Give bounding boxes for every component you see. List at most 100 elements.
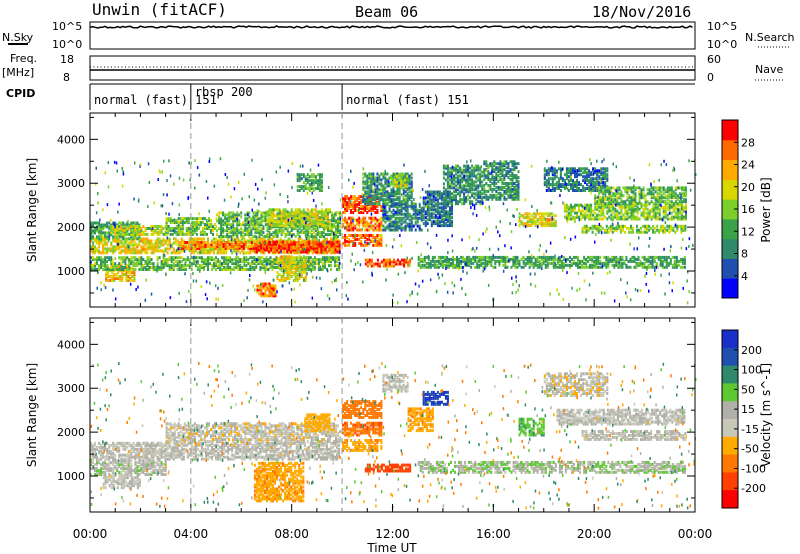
heatmap-cell [372, 176, 375, 180]
heatmap-cell [420, 206, 423, 210]
heatmap-cell [296, 277, 299, 280]
heatmap-cell [372, 262, 375, 266]
heatmap-cell [290, 227, 293, 231]
heatmap-cell [392, 198, 395, 202]
heatmap-cell [360, 211, 363, 214]
heatmap-cell [426, 196, 429, 200]
heatmap-cell [497, 197, 500, 201]
heatmap-cell [408, 212, 411, 216]
heatmap-cell [220, 221, 223, 225]
heatmap-cell [110, 249, 113, 253]
heatmap-cell [358, 234, 361, 237]
heatmap-cell [567, 175, 570, 179]
heatmap-cell [483, 160, 486, 164]
heatmap-cell [216, 245, 219, 248]
heatmap-cell [213, 258, 216, 262]
heatmap-cell [337, 229, 340, 233]
heatmap-cell [386, 190, 389, 194]
heatmap-cell [505, 170, 508, 174]
heatmap-cell [130, 239, 133, 243]
heatmap-cell [188, 249, 191, 253]
heatmap-cell [520, 220, 523, 224]
heatmap-cell [326, 250, 329, 254]
heatmap-cell [98, 241, 101, 245]
heatmap-cell [276, 224, 279, 228]
heatmap-cell [239, 268, 242, 271]
heatmap-cell [386, 182, 389, 186]
heatmap-cell [449, 192, 452, 196]
heatmap-cell [323, 258, 326, 262]
heatmap-cell [302, 271, 305, 275]
heatmap-cell [362, 172, 365, 176]
heatmap-cell [384, 178, 387, 182]
heatmap-cell [547, 177, 550, 181]
heatmap-cell [306, 246, 309, 250]
heatmap-cell [290, 244, 293, 248]
heatmap-cell [300, 187, 303, 190]
heatmap-cell [304, 214, 307, 218]
heatmap-cell [290, 229, 293, 233]
heatmap-cell [364, 180, 367, 184]
heatmap-cell [308, 248, 311, 252]
heatmap-cell [247, 251, 250, 255]
heatmap-cell [436, 216, 439, 220]
heatmap-cell [282, 255, 285, 259]
heatmap-cell [130, 249, 133, 253]
heatmap-cell [339, 229, 342, 233]
heatmap-cell [356, 222, 359, 226]
heatmap-cell [491, 182, 494, 185]
heatmap-cell [440, 224, 443, 228]
heatmap-cell [278, 240, 281, 244]
heatmap-cell [182, 245, 185, 248]
heatmap-cell [297, 237, 300, 241]
heatmap-cell [489, 187, 492, 191]
heatmap-cell [317, 268, 320, 271]
heatmap-cell [184, 247, 187, 251]
heatmap-cell [222, 227, 225, 231]
heatmap-cell [136, 230, 139, 234]
heatmap-cell [225, 249, 228, 253]
heatmap-cell [438, 194, 441, 198]
heatmap-cell [396, 210, 399, 214]
heatmap-cell [515, 162, 518, 166]
heatmap-cell [199, 223, 202, 226]
heatmap-cell [442, 172, 445, 176]
heatmap-cell [140, 237, 143, 241]
heatmap-cell [432, 192, 435, 196]
heatmap-cell [223, 251, 226, 255]
heatmap-cell [335, 229, 338, 233]
heatmap-cell [118, 221, 121, 225]
heatmap-cell [274, 214, 277, 218]
heatmap-cell [316, 242, 319, 246]
heatmap-cell [408, 176, 411, 180]
heatmap-cell [138, 260, 141, 264]
heatmap-cell [513, 182, 516, 185]
heatmap-cell [376, 190, 379, 194]
heatmap-cell [290, 267, 293, 271]
heatmap-cell [279, 237, 282, 241]
heatmap-cell [366, 260, 369, 264]
heatmap-cell [183, 232, 186, 236]
heatmap-cell [274, 233, 277, 237]
heatmap-cell [142, 230, 145, 234]
heatmap-cell [342, 205, 345, 208]
heatmap-cell [106, 243, 109, 247]
heatmap-cell [395, 262, 398, 266]
heatmap-cell [152, 232, 155, 236]
heatmap-cell [432, 198, 435, 202]
heatmap-cell [384, 260, 387, 264]
heatmap-cell [160, 225, 163, 228]
heatmap-cell [354, 199, 357, 203]
heatmap-cell [453, 174, 456, 178]
heatmap-cell [428, 206, 431, 210]
heatmap-cell [430, 200, 433, 204]
heatmap-cell [517, 176, 520, 180]
heatmap-cell [220, 219, 223, 223]
heatmap-cell [422, 206, 425, 210]
heatmap-cell [176, 262, 179, 266]
heatmap-cell [352, 228, 355, 232]
heatmap-cell [294, 225, 297, 229]
heatmap-cell [550, 212, 553, 216]
heatmap-cell [338, 258, 341, 262]
heatmap-cell [100, 223, 103, 227]
